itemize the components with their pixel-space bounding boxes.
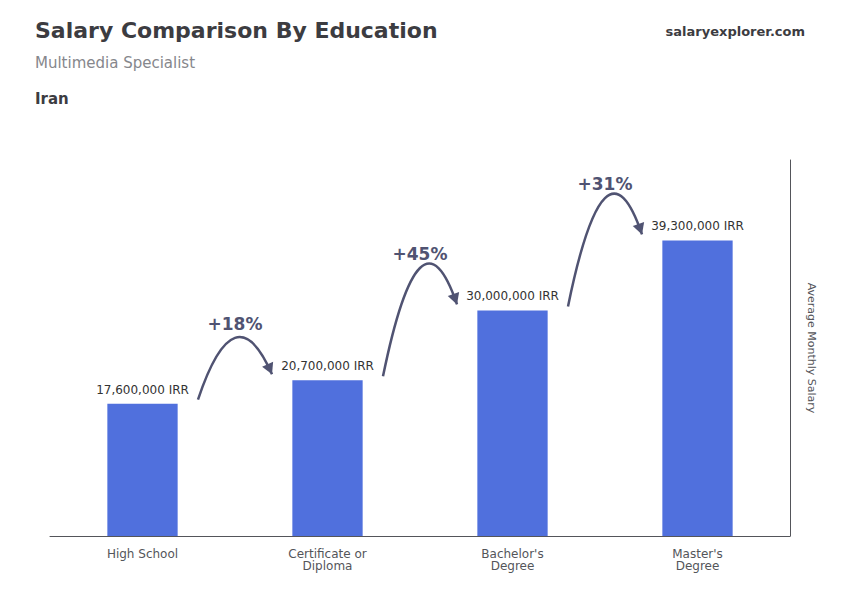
svg-text:Master's: Master's bbox=[672, 547, 723, 561]
svg-text:salaryexplorer.com: salaryexplorer.com bbox=[666, 24, 805, 39]
svg-text:Degree: Degree bbox=[491, 559, 535, 573]
svg-text:Average Monthly Salary: Average Monthly Salary bbox=[805, 283, 818, 414]
svg-text:+18%: +18% bbox=[208, 314, 263, 334]
svg-text:Certificate or: Certificate or bbox=[288, 547, 367, 561]
svg-text:20,700,000 IRR: 20,700,000 IRR bbox=[281, 359, 374, 373]
svg-text:+31%: +31% bbox=[578, 174, 633, 194]
svg-text:High School: High School bbox=[107, 547, 178, 561]
svg-text:Multimedia Specialist: Multimedia Specialist bbox=[35, 54, 195, 72]
svg-text:+45%: +45% bbox=[393, 244, 448, 264]
svg-text:17,600,000 IRR: 17,600,000 IRR bbox=[96, 383, 189, 397]
svg-text:Iran: Iran bbox=[35, 90, 69, 108]
svg-text:Degree: Degree bbox=[676, 559, 720, 573]
svg-text:Bachelor's: Bachelor's bbox=[481, 547, 544, 561]
svg-text:Diploma: Diploma bbox=[303, 559, 353, 573]
svg-text:39,300,000 IRR: 39,300,000 IRR bbox=[651, 219, 744, 233]
svg-text:Salary Comparison By Education: Salary Comparison By Education bbox=[35, 18, 438, 43]
svg-text:30,000,000 IRR: 30,000,000 IRR bbox=[466, 289, 559, 303]
